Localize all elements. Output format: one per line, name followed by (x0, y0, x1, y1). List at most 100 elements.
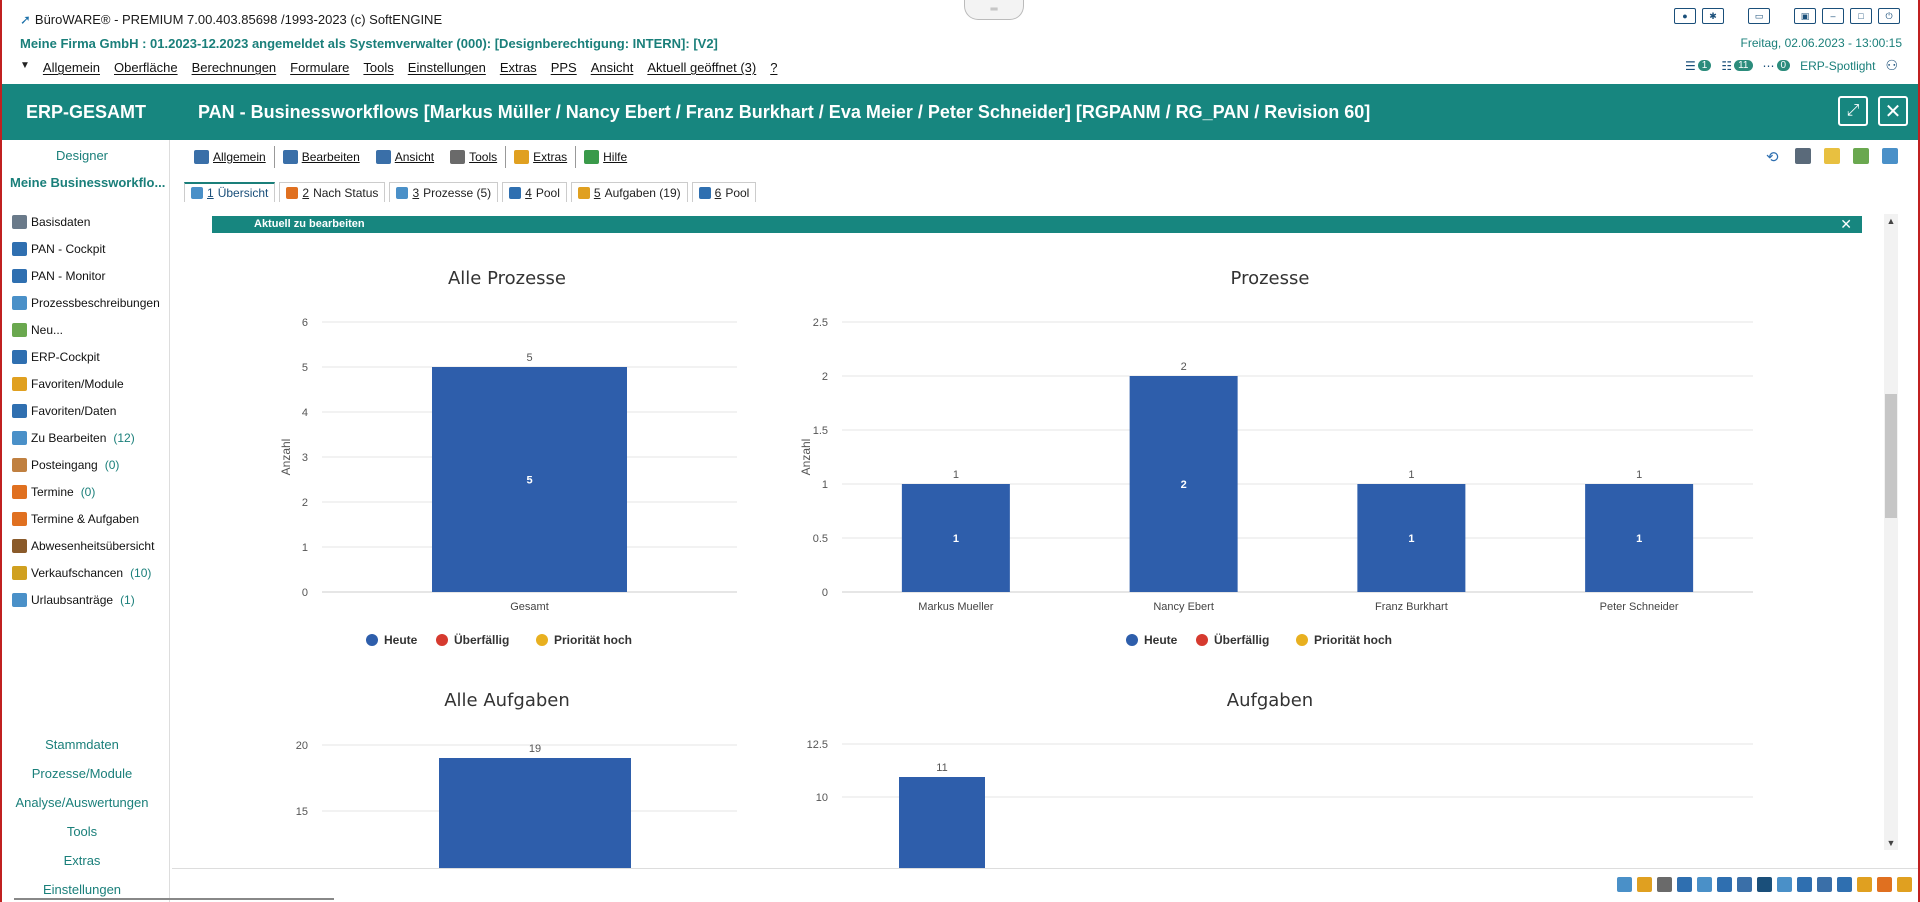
y-tick-label: 12.5 (807, 739, 828, 751)
menu-dropdown-icon[interactable]: ▼ (20, 60, 30, 71)
sidebar-items: Basisdaten PAN - Cockpit PAN - Monitor Proz… (12, 208, 160, 613)
menu-pps[interactable]: PPS (550, 60, 577, 75)
menu-ansicht[interactable]: Ansicht (590, 60, 634, 75)
tasks-badge[interactable]: ☷ 11 (1721, 59, 1753, 73)
sidebar-section-title[interactable]: Meine Businessworkflo... (10, 175, 166, 190)
menu-extras[interactable]: Extras (499, 60, 537, 75)
transfer-icon[interactable] (1717, 877, 1732, 892)
scroll-thumb[interactable] (1885, 394, 1897, 518)
table-icon[interactable] (1777, 877, 1792, 892)
edit-icon (282, 150, 298, 164)
messages-badge[interactable]: ⋯ 0 (1763, 59, 1791, 73)
share-icon[interactable] (1837, 877, 1852, 892)
new-note-icon[interactable] (1824, 148, 1840, 164)
toolbar-separator (273, 146, 275, 168)
toolbar-button-4[interactable]: Extras (506, 146, 575, 168)
wand-icon[interactable] (1857, 877, 1872, 892)
drag-handle[interactable]: ═ (964, 0, 1024, 20)
panel-close-icon[interactable]: ✕ (1840, 216, 1852, 232)
tab-5[interactable]: 6 Pool (691, 182, 757, 202)
chart-icon[interactable] (1677, 877, 1692, 892)
edit-document-icon[interactable] (1882, 148, 1898, 164)
toolbar-button-1[interactable]: Bearbeiten (275, 146, 368, 168)
bar-inner-label: 1 (1636, 533, 1642, 545)
sidebar-item-count: (1) (120, 592, 135, 607)
menu-allgemein[interactable]: Allgemein (42, 60, 100, 75)
sidebar-item-1[interactable]: PAN - Cockpit (12, 235, 160, 262)
sidebar-item-5[interactable]: ERP-Cockpit (12, 343, 160, 370)
sidebar-bottom-item[interactable]: Analyse/Auswertungen (15, 795, 149, 810)
sidebar-bottom-item[interactable]: Tools (66, 824, 98, 839)
delete-icon[interactable] (1795, 148, 1811, 164)
sidebar-bottom-item[interactable]: Extras (63, 853, 101, 868)
bar-value-label: 2 (1181, 361, 1187, 373)
sidebar-item-13[interactable]: Verkaufschancen (10) (12, 559, 160, 586)
sidebar-item-8[interactable]: Zu Bearbeiten (12) (12, 424, 160, 451)
window-icon[interactable] (1697, 877, 1712, 892)
folder-icon[interactable] (1617, 877, 1632, 892)
network-icon[interactable] (1817, 877, 1832, 892)
sidebar-bottom-item[interactable]: Prozesse/Module (31, 766, 133, 781)
settings-icon[interactable]: ✱ (1702, 8, 1724, 24)
menu-berechnungen[interactable]: Berechnungen (191, 60, 277, 75)
sidebar-bottom-item[interactable]: Einstellungen (42, 882, 122, 897)
scroll-up-icon[interactable]: ▲ (1886, 216, 1896, 226)
menu-tools[interactable]: Tools (363, 60, 394, 75)
menu-oberflaeche[interactable]: Oberfläche (114, 60, 178, 75)
notebook-icon[interactable] (1637, 877, 1652, 892)
erp-label[interactable]: ERP-GESAMT (26, 102, 147, 122)
layout-icon[interactable]: ▭ (1748, 8, 1770, 24)
close-icon[interactable]: ✕ (1878, 96, 1908, 126)
sidebar-item-7[interactable]: Favoriten/Daten (12, 397, 160, 424)
scroll-down-icon[interactable]: ▼ (1886, 838, 1896, 848)
lock-icon[interactable]: ▣ (1794, 8, 1816, 24)
toolbar-button-3[interactable]: Tools (442, 146, 505, 168)
sidebar-item-14[interactable]: Urlaubsanträge (1) (12, 586, 160, 613)
grid-icon[interactable] (1797, 877, 1812, 892)
sidebar-bottom-item[interactable]: Stammdaten (45, 737, 119, 752)
maximize-icon[interactable]: □ (1850, 8, 1872, 24)
power-icon[interactable]: ⏻ (1878, 8, 1900, 24)
list-badge[interactable]: ☰ 1 (1685, 59, 1712, 73)
menu-help[interactable]: ? (770, 60, 778, 75)
sidebar-item-4[interactable]: Neu... (12, 316, 160, 343)
calculator-icon[interactable] (1657, 877, 1672, 892)
window-controls: ● ✱ ▭ ▣ – □ ⏻ (1674, 8, 1900, 24)
refresh-icon[interactable]: ⟲ (1766, 149, 1779, 166)
sidebar-designer-link[interactable]: Designer (55, 148, 109, 163)
tab-0[interactable]: 1 Übersicht (184, 182, 276, 202)
formula-icon[interactable] (1757, 877, 1772, 892)
database-icon[interactable] (1737, 877, 1752, 892)
sidebar-item-3[interactable]: Prozessbeschreibungen (12, 289, 160, 316)
toolbar-button-5[interactable]: Hilfe (576, 146, 635, 168)
binoculars-icon[interactable]: ⚇ (1885, 57, 1898, 73)
menu-aktuell-geoeffnet[interactable]: Aktuell geöffnet (3) (647, 60, 757, 75)
tab-2[interactable]: 3 Prozesse (5) (389, 182, 499, 202)
sidebar-item-12[interactable]: Abwesenheitsübersicht (12, 532, 160, 559)
menu-formulare[interactable]: Formulare (290, 60, 350, 75)
sidebar-item-2[interactable]: PAN - Monitor (12, 262, 160, 289)
tab-4[interactable]: 5 Aufgaben (19) (570, 182, 688, 202)
tab-3[interactable]: 4 Pool (502, 182, 567, 202)
tab-icon (191, 187, 203, 199)
tab-1[interactable]: 2 Nach Status (279, 182, 386, 202)
toolbar-button-2[interactable]: Ansicht (368, 146, 442, 168)
toolbar-button-0[interactable]: Allgemein (186, 146, 274, 168)
minimize-icon[interactable]: – (1822, 8, 1844, 24)
sidebar-item-6[interactable]: Favoriten/Module (12, 370, 160, 397)
record-icon[interactable]: ● (1674, 8, 1696, 24)
sidebar-item-9[interactable]: Posteingang (0) (12, 451, 160, 478)
erp-spotlight-link[interactable]: ERP-Spotlight (1800, 58, 1876, 73)
sun-icon[interactable] (1897, 877, 1912, 892)
add-document-icon[interactable] (1853, 148, 1869, 164)
menu-einstellungen[interactable]: Einstellungen (407, 60, 486, 75)
sidebar-item-11[interactable]: Termine & Aufgaben (12, 505, 160, 532)
menu-bar: ▼ Allgemein Oberfläche Berechnungen Form… (20, 60, 784, 75)
sidebar-item-0[interactable]: Basisdaten (12, 208, 160, 235)
tab-number: 3 (412, 185, 420, 200)
calendar-icon[interactable] (1877, 877, 1892, 892)
sidebar-item-label: PAN - Monitor (31, 268, 106, 283)
expand-icon[interactable]: ⤢ (1838, 96, 1868, 126)
vertical-scrollbar[interactable]: ▲ ▼ (1884, 214, 1898, 850)
sidebar-item-10[interactable]: Termine (0) (12, 478, 160, 505)
